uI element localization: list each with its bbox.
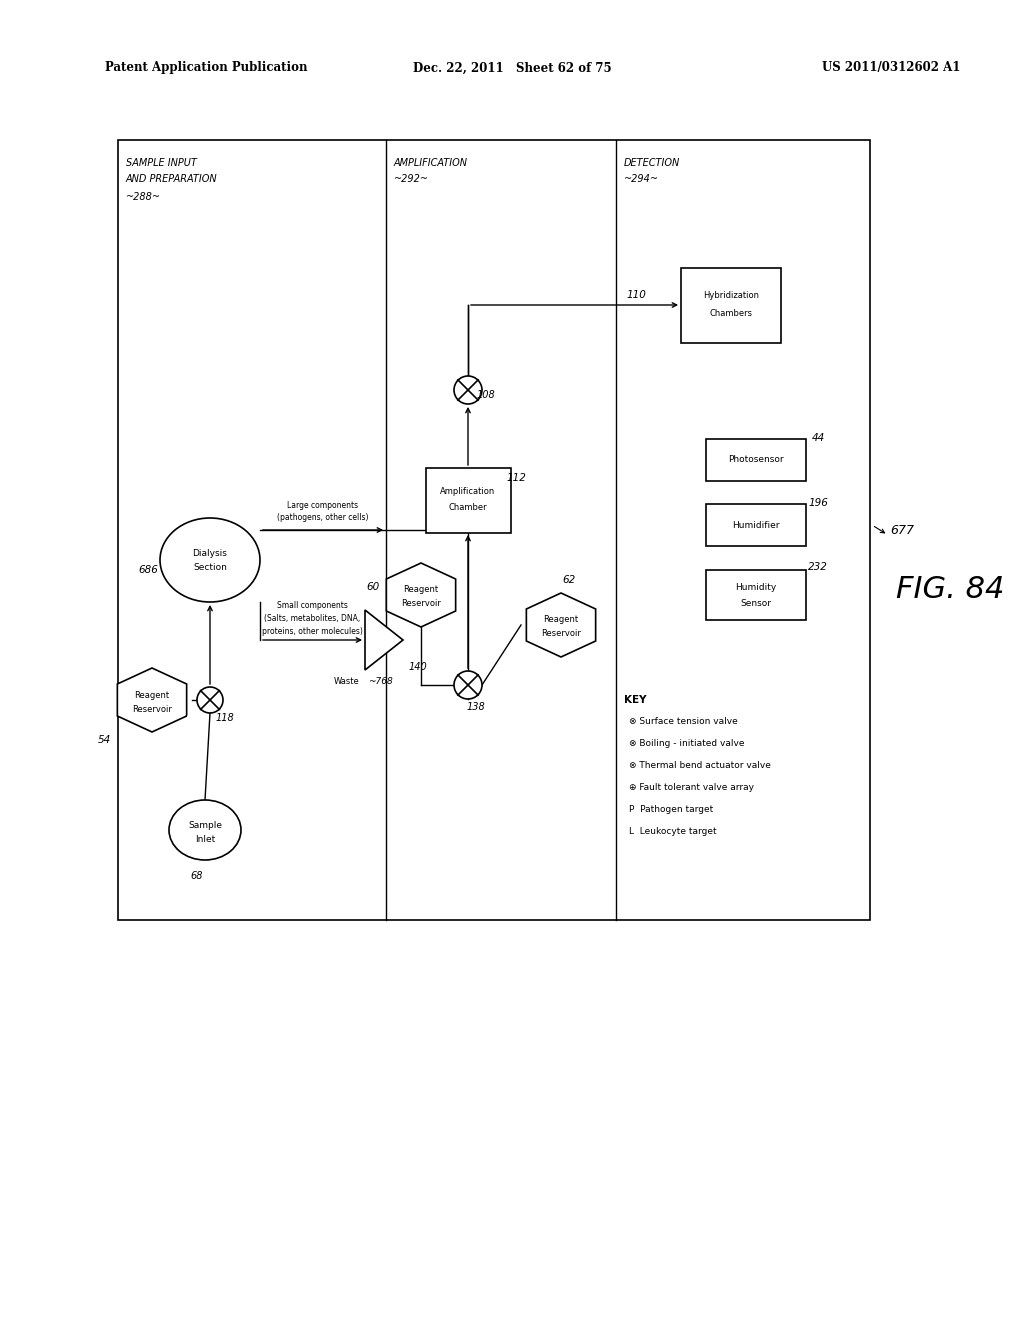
Polygon shape [526,593,596,657]
Text: Chamber: Chamber [449,503,487,512]
Text: AMPLIFICATION: AMPLIFICATION [394,158,468,168]
Circle shape [197,686,223,713]
Text: 108: 108 [476,389,496,400]
Text: 677: 677 [890,524,914,536]
Text: ⊗ Thermal bend actuator valve: ⊗ Thermal bend actuator valve [629,762,771,771]
Text: Amplification: Amplification [440,487,496,496]
Text: L  Leukocyte target: L Leukocyte target [629,828,717,837]
Text: Dialysis: Dialysis [193,549,227,558]
Bar [681,268,781,342]
Text: P  Pathogen target: P Pathogen target [629,805,714,814]
Bar [706,504,806,546]
Text: Reagent: Reagent [403,586,438,594]
Bar [118,140,870,920]
Text: KEY: KEY [624,696,646,705]
Text: 110: 110 [626,290,646,300]
Text: ⊗ Boiling - initiated valve: ⊗ Boiling - initiated valve [629,739,744,748]
Text: Waste: Waste [334,677,359,686]
Text: ~768: ~768 [368,677,392,686]
Text: 138: 138 [467,702,485,711]
Text: 118: 118 [216,713,234,723]
Circle shape [454,376,482,404]
Text: US 2011/0312602 A1: US 2011/0312602 A1 [821,62,961,74]
Text: FIG. 84: FIG. 84 [896,576,1005,605]
Text: Reagent: Reagent [134,690,170,700]
Text: Inlet: Inlet [195,836,215,845]
Text: 54: 54 [97,735,111,744]
Bar [706,570,806,620]
Text: Small components: Small components [278,601,348,610]
Circle shape [454,671,482,700]
Text: ⊗ Surface tension valve: ⊗ Surface tension valve [629,718,737,726]
Bar [706,440,806,480]
Text: Large components: Large components [288,500,358,510]
Text: 232: 232 [808,562,828,572]
Text: (Salts, metabolites, DNA,: (Salts, metabolites, DNA, [264,614,360,623]
Text: Dec. 22, 2011   Sheet 62 of 75: Dec. 22, 2011 Sheet 62 of 75 [413,62,611,74]
Text: Reservoir: Reservoir [401,599,441,609]
Text: (pathogens, other cells): (pathogens, other cells) [278,512,369,521]
Text: 140: 140 [409,663,427,672]
Text: Reservoir: Reservoir [132,705,172,714]
Text: 68: 68 [190,871,203,880]
Text: Hybridization: Hybridization [703,290,759,300]
Text: Section: Section [194,564,227,573]
Text: Chambers: Chambers [710,309,753,318]
Text: ~292~: ~292~ [394,174,429,183]
Polygon shape [365,610,403,671]
Text: 60: 60 [367,582,380,591]
Text: ~294~: ~294~ [624,174,659,183]
Text: proteins, other molecules): proteins, other molecules) [262,627,362,635]
Text: 44: 44 [811,433,824,444]
Text: Photosensor: Photosensor [728,455,783,465]
Text: Sample: Sample [188,821,222,829]
Bar [426,467,511,532]
Text: DETECTION: DETECTION [624,158,680,168]
Text: ~288~: ~288~ [126,191,161,202]
Text: 112: 112 [506,473,526,483]
Text: ⊕ Fault tolerant valve array: ⊕ Fault tolerant valve array [629,784,754,792]
Ellipse shape [169,800,241,861]
Text: Reservoir: Reservoir [541,630,581,639]
Text: 686: 686 [138,565,158,576]
Text: Humidity: Humidity [735,583,776,593]
Text: Patent Application Publication: Patent Application Publication [105,62,307,74]
Polygon shape [118,668,186,733]
Text: 196: 196 [808,498,828,508]
Ellipse shape [160,517,260,602]
Text: AND PREPARATION: AND PREPARATION [126,174,218,183]
Text: Reagent: Reagent [544,615,579,624]
Polygon shape [386,564,456,627]
Text: Humidifier: Humidifier [732,520,779,529]
Text: 62: 62 [562,576,575,585]
Text: Sensor: Sensor [740,598,771,607]
Text: SAMPLE INPUT: SAMPLE INPUT [126,158,197,168]
